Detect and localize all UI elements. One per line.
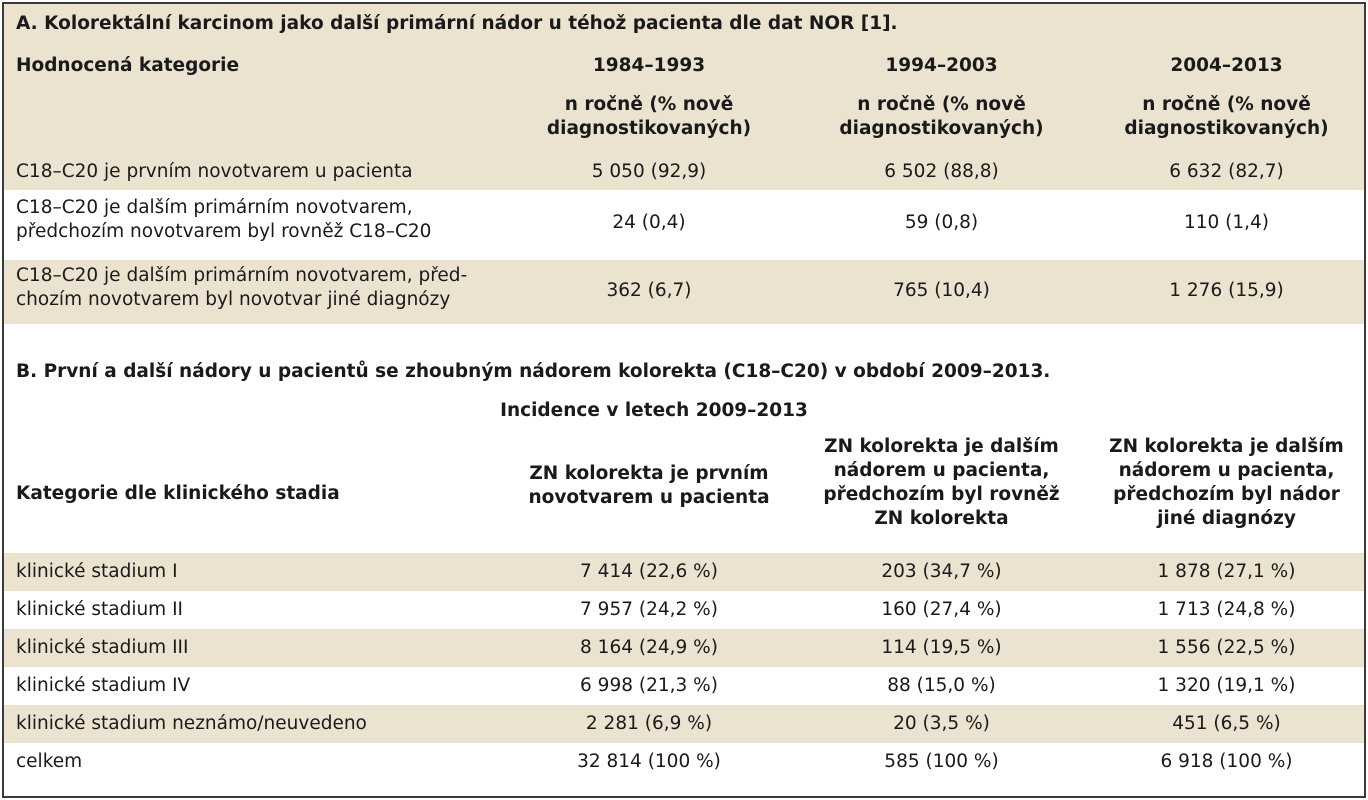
section-a-header-band xyxy=(4,4,1364,154)
incidence-label: Incidence v letech 2009–2013 xyxy=(500,400,808,421)
section-a-title: A. Kolorektální karcinom jako další prim… xyxy=(16,13,898,34)
table-row: C18–C20 je prvním novotvarem u pacienta … xyxy=(4,154,1364,190)
sub-header-a1: n ročně (% nově diagnostikovaných) xyxy=(534,93,764,141)
row-label: klinické stadium IV xyxy=(16,675,191,696)
cell-value: 1 878 (27,1 %) xyxy=(1157,561,1296,582)
col-header-repeat: ZN kolorekta je dalším nádorem u pacient… xyxy=(814,435,1069,531)
cell-value: 1 276 (15,9) xyxy=(1169,280,1284,301)
section-a-category-label: Hodnocená kategorie xyxy=(16,55,240,76)
period-2004-2013: 2004–2013 xyxy=(1170,55,1283,76)
col-header-repeat-line4: ZN kolorekta xyxy=(874,508,1009,529)
cell-value: 6 918 (100 %) xyxy=(1160,751,1293,772)
section-b-category-label: Kategorie dle klinického stadia xyxy=(16,483,340,504)
cell-value: 1 713 (24,8 %) xyxy=(1157,599,1296,620)
col-header-repeat-line2: nádorem u pacienta, xyxy=(833,460,1050,481)
cell-value: 1 320 (19,1 %) xyxy=(1157,675,1296,696)
cell-value: 110 (1,4) xyxy=(1183,212,1270,233)
col-header-first-line2: novotvarem u pacienta xyxy=(528,487,770,508)
table-row: klinické stadium neznámo/neuvedeno 2 281… xyxy=(4,705,1364,743)
table-row: klinické stadium I 7 414 (22,6 %) 203 (3… xyxy=(4,553,1364,591)
period-1984-1993: 1984–1993 xyxy=(592,55,706,76)
cell-value: 1 556 (22,5 %) xyxy=(1157,637,1296,658)
table-row: klinické stadium IV 6 998 (21,3 %) 88 (1… xyxy=(4,667,1364,705)
cell-value: 7 414 (22,6 %) xyxy=(580,561,718,582)
table-row: C18–C20 je dalším primárním novotvarem, … xyxy=(4,190,1364,260)
cell-value: 362 (6,7) xyxy=(606,280,692,301)
sub-header-a3-line2: diagnostikovaných) xyxy=(1124,118,1329,139)
cell-value: 88 (15,0 %) xyxy=(887,675,996,696)
col-header-first: ZN kolorekta je prvním novotvarem u paci… xyxy=(514,462,784,510)
sub-header-a2-line1: n ročně (% nově xyxy=(857,94,1026,115)
sub-header-a1-line2: diagnostikovaných) xyxy=(546,118,752,139)
table-row: C18–C20 je dalším primárním novotvarem, … xyxy=(4,260,1364,324)
row-label: C18–C20 je dalším primárním novotvarem, … xyxy=(16,196,431,244)
col-header-repeat-line1: ZN kolorekta je dalším xyxy=(824,436,1059,457)
table-row: klinické stadium III 8 164 (24,9 %) 114 … xyxy=(4,629,1364,667)
cell-value: 59 (0,8) xyxy=(904,212,979,233)
row-label-line2: chozím novotvarem byl novotvar jiné diag… xyxy=(16,289,451,310)
col-header-repeat-line3: předchozím byl rovněž xyxy=(823,484,1060,505)
sub-header-a2-line2: diagnostikovaných) xyxy=(839,118,1044,139)
row-label: C18–C20 je prvním novotvarem u pacienta xyxy=(16,161,413,182)
sub-header-a1-line1: n ročně (% nově xyxy=(564,94,734,115)
period-1994-2003: 1994–2003 xyxy=(885,55,998,76)
cell-value: 2 281 (6,9 %) xyxy=(585,713,713,734)
col-header-other-line2: nádorem u pacienta, xyxy=(1118,460,1335,481)
sub-header-a3-line1: n ročně (% nově xyxy=(1142,94,1311,115)
cell-value: 160 (27,4 %) xyxy=(881,599,1002,620)
col-header-other-line1: ZN kolorekta je dalším xyxy=(1109,436,1344,457)
col-header-other-line3: předchozím byl nádor xyxy=(1113,484,1340,505)
cell-value: 203 (34,7 %) xyxy=(881,561,1002,582)
cell-value: 6 632 (82,7) xyxy=(1169,161,1284,182)
col-header-first-line1: ZN kolorekta je prvním xyxy=(529,463,769,484)
cell-value: 5 050 (92,9) xyxy=(591,161,707,182)
table-row: celkem 32 814 (100 %) 585 (100 %) 6 918 … xyxy=(4,743,1364,783)
row-label: celkem xyxy=(16,751,83,772)
row-label: C18–C20 je dalším primárním novotvarem, … xyxy=(16,264,467,312)
cell-value: 32 814 (100 %) xyxy=(577,751,721,772)
cell-value: 585 (100 %) xyxy=(884,751,999,772)
cell-value: 24 (0,4) xyxy=(612,212,686,233)
row-label-line1: C18–C20 je dalším primárním novotvarem, … xyxy=(16,265,468,286)
row-label: klinické stadium III xyxy=(16,637,189,658)
cell-value: 7 957 (24,2 %) xyxy=(580,599,718,620)
row-label: klinické stadium I xyxy=(16,561,178,582)
row-label-line1: C18–C20 je dalším primárním novotvarem, xyxy=(16,197,413,218)
cell-value: 114 (19,5 %) xyxy=(881,637,1002,658)
cell-value: 20 (3,5 %) xyxy=(893,713,990,734)
sub-header-a2: n ročně (% nově diagnostikovaných) xyxy=(814,93,1069,141)
col-header-other: ZN kolorekta je dalším nádorem u pacient… xyxy=(1099,435,1354,531)
section-b-title: B. První a další nádory u pacientů se zh… xyxy=(16,361,1051,382)
sub-header-a3: n ročně (% nově diagnostikovaných) xyxy=(1099,93,1354,141)
row-label: klinické stadium neznámo/neuvedeno xyxy=(16,713,367,734)
cell-value: 451 (6,5 %) xyxy=(1172,713,1281,734)
cell-value: 6 998 (21,3 %) xyxy=(580,675,718,696)
table-row: klinické stadium II 7 957 (24,2 %) 160 (… xyxy=(4,591,1364,629)
col-header-other-line4: jiné diagnózy xyxy=(1157,508,1296,529)
cell-value: 6 502 (88,8) xyxy=(884,161,999,182)
cell-value: 765 (10,4) xyxy=(893,280,990,301)
row-label: klinické stadium II xyxy=(16,599,183,620)
row-label-line2: předchozím novotvarem byl rovněž C18–C20 xyxy=(16,221,432,242)
cell-value: 8 164 (24,9 %) xyxy=(580,637,718,658)
